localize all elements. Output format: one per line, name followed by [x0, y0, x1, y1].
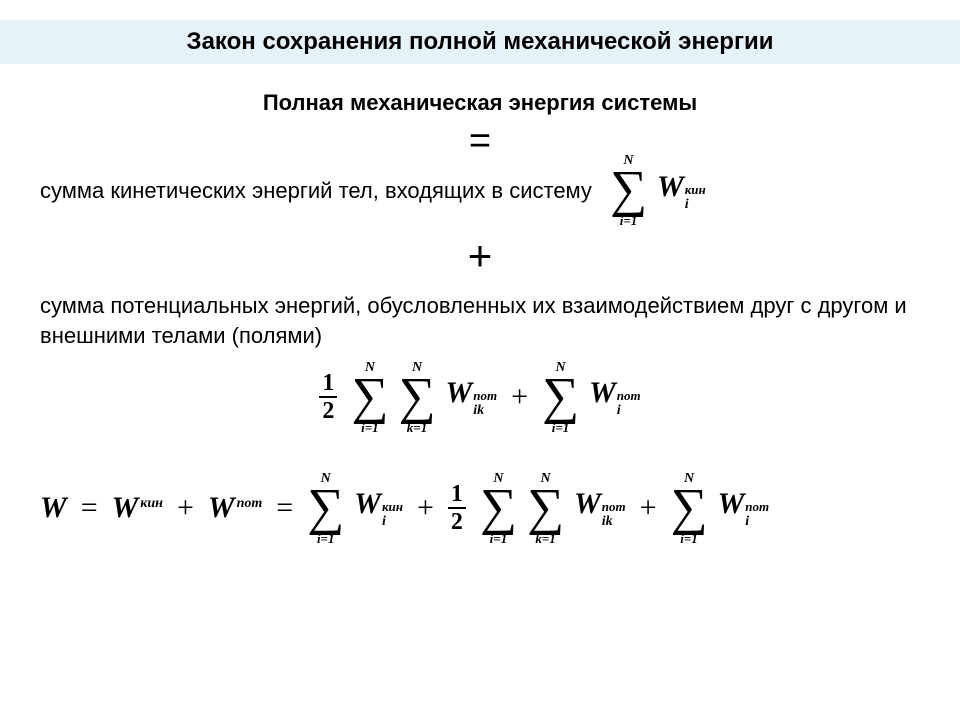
W-base: W [574, 487, 601, 521]
op-eq: = [77, 491, 102, 525]
sigma-glyph: ∑ [542, 375, 579, 419]
sigma-glyph: ∑ [480, 486, 517, 530]
sup-pot: пот [473, 389, 497, 402]
sigma-glyph: ∑ [610, 168, 647, 212]
sup-pot: пот [617, 389, 641, 402]
sum-lower: i=1 [361, 421, 379, 434]
sum-lower: i=1 [317, 532, 335, 545]
term-Wi-pot: W пот i [589, 376, 641, 418]
sup-pot: пот [237, 496, 263, 511]
plus-sign: + [40, 235, 920, 277]
sigma-glyph: ∑ [671, 486, 708, 530]
sigma-k: N ∑ k=1 [398, 361, 435, 434]
term-Wik-pot: W пот ik [446, 376, 498, 418]
op-plus: + [636, 491, 661, 525]
W-total: W [40, 491, 67, 525]
one-half: 1 2 [319, 371, 337, 423]
sigma-i2: N ∑ i=1 [542, 361, 579, 434]
sup-pot: пот [602, 500, 626, 513]
sup-kin: кин [140, 496, 163, 511]
kinetic-text: сумма кинетических энергий тел, входящих… [40, 178, 592, 204]
W-base: W [446, 376, 473, 410]
frac-num: 1 [319, 371, 337, 396]
sup-pot: пот [745, 500, 769, 513]
sigma-i: N ∑ i=1 [351, 361, 388, 434]
frac-num: 1 [448, 482, 466, 507]
sub-ik: ik [473, 404, 497, 418]
kinetic-sum-formula: N ∑ i=1 W кин i [610, 154, 706, 227]
page-title: Закон сохранения полной механической эне… [0, 20, 960, 64]
sigma-final-3: N ∑ i=1 [671, 472, 708, 545]
sum-lower: i=1 [680, 532, 698, 545]
potential-text: сумма потенциальных энергий, обусловленн… [40, 291, 920, 350]
subtitle: Полная механическая энергия системы [40, 90, 920, 116]
term-Wik-pot2: W пот ik [574, 487, 626, 529]
op-plus: + [507, 380, 532, 414]
sub-i: i [617, 404, 641, 418]
op-eq: = [272, 491, 297, 525]
sup-kin: кин [382, 500, 403, 513]
kinetic-line: сумма кинетических энергий тел, входящих… [40, 154, 920, 227]
sigma-glyph: ∑ [527, 486, 564, 530]
frac-den: 2 [448, 509, 466, 534]
sum-lower: i=1 [490, 532, 508, 545]
potential-formula: 1 2 N ∑ i=1 N ∑ k=1 W пот ik + N ∑ i=1 [40, 361, 920, 434]
sub-i: i [685, 198, 706, 212]
sub-ik: ik [602, 515, 626, 529]
op-plus: + [173, 491, 198, 525]
document-page: Закон сохранения полной механической эне… [0, 0, 960, 720]
sup-kin: кин [685, 183, 706, 196]
sigma-glyph: ∑ [351, 375, 388, 419]
sum-lower: i=1 [552, 421, 570, 434]
W-base: W [657, 170, 684, 204]
one-half-2: 1 2 [448, 482, 466, 534]
full-equation: W = Wкин + Wпот = N ∑ i=1 W кин i + 1 2 [40, 472, 920, 545]
W-kin-term: Wкин [112, 491, 163, 525]
sigma-final-k: N ∑ k=1 [527, 472, 564, 545]
W-base: W [718, 487, 745, 521]
sum-lower: k=1 [535, 532, 555, 545]
term-Wi-kin: W кин i [657, 170, 706, 212]
sigma-final-1: N ∑ i=1 [307, 472, 344, 545]
op-plus: + [413, 491, 438, 525]
sub-i: i [745, 515, 769, 529]
sub-i: i [382, 515, 403, 529]
W-base: W [354, 487, 381, 521]
frac-den: 2 [319, 398, 337, 423]
sum-lower: k=1 [407, 421, 427, 434]
W-base: W [589, 376, 616, 410]
W-base: W [208, 491, 235, 524]
sum-lower: i=1 [620, 214, 638, 227]
W-pot-term: Wпот [208, 491, 262, 525]
sigma-glyph: ∑ [307, 486, 344, 530]
sigma-kinetic: N ∑ i=1 [610, 154, 647, 227]
sigma-glyph: ∑ [398, 375, 435, 419]
W-base: W [112, 491, 139, 524]
sigma-final-i: N ∑ i=1 [480, 472, 517, 545]
term-Wi-kin2: W кин i [354, 487, 403, 529]
term-Wi-pot2: W пот i [718, 487, 770, 529]
